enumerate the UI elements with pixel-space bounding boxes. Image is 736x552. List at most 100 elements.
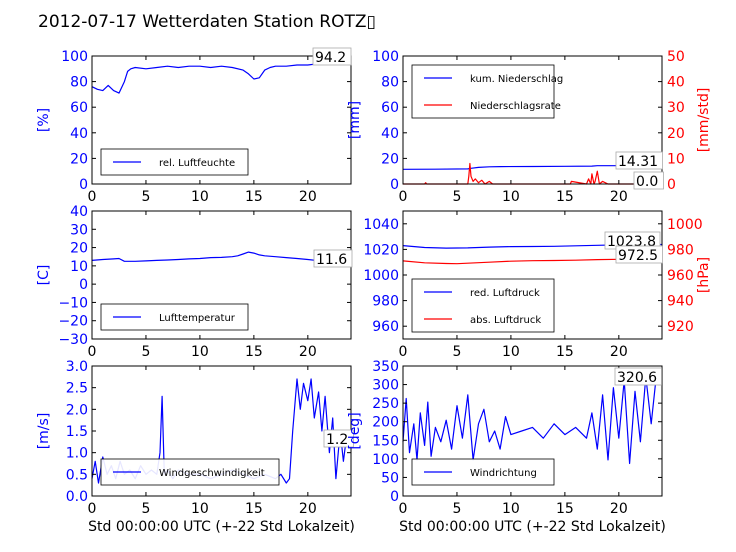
pressure-ytick-label: 960 (372, 319, 399, 335)
temperature-ytick-label: 40 (70, 204, 88, 220)
temperature-series-line-0 (91, 251, 352, 264)
precipitation-value-annotation: 14.31 (618, 154, 658, 170)
wind-direction-plot-frame (402, 365, 663, 497)
temperature-value-annotation-box (313, 249, 353, 268)
precipitation-y2tick-label: 50 (667, 49, 685, 65)
precipitation-ytick-label: 20 (381, 151, 399, 167)
pressure-y2tick-label: 920 (667, 319, 694, 335)
wind-speed-ytick-label: 1.0 (66, 446, 88, 462)
precipitation-chart: 0 5 10 15 20 0 20 40 60 80 100 0 10 20 30 40 50 [mm/std] [… (347, 49, 712, 205)
pressure-ytick-label: 1000 (363, 268, 399, 284)
wind-speed-xtick-label: 10 (191, 501, 209, 517)
precipitation-legend-label: Niederschlagsrate (470, 101, 561, 112)
humidity-chart: 0 5 10 15 20 0 20 40 60 80 100 [%] rel. Luftfeuchte 9… (36, 47, 352, 205)
humidity-xtick-label: 20 (299, 189, 317, 205)
pressure-value-annotation: 972.5 (618, 248, 658, 264)
humidity-legend-label: rel. Luftfeuchte (159, 158, 235, 169)
precipitation-value-annotation-box (633, 171, 664, 190)
temperature-value-annotation: 11.6 (316, 252, 347, 268)
wind-direction-series-line-0 (402, 372, 663, 465)
precipitation-legend: kum. Niederschlag Niederschlagsrate (411, 64, 563, 119)
humidity-ytick-label: 40 (70, 126, 88, 142)
pressure-legend-box (411, 278, 555, 333)
wind-speed-xtick-label: 20 (299, 501, 317, 517)
temperature-ytick-label: 10 (70, 259, 88, 275)
wind-speed-xtick-label: 15 (245, 501, 263, 517)
humidity-ytick-label: 20 (70, 151, 88, 167)
pressure-xtick-label: 20 (610, 344, 628, 360)
humidity-value-annotation-box (312, 47, 352, 66)
wind-speed-legend-label: Windgeschwindigkeit (159, 468, 265, 479)
pressure-xtick-label: 15 (556, 344, 574, 360)
pressure-ytick-label: 1040 (363, 217, 399, 233)
humidity-y-axis-label: [%] (36, 108, 52, 132)
humidity-plot-frame (91, 55, 352, 185)
temperature-ytick-label: 0 (79, 277, 88, 293)
pressure-legend-label: abs. Luftdruck (470, 315, 541, 326)
humidity-value-annotation: 94.2 (315, 50, 346, 66)
wind-direction-x-axis-label: Std 00:00:00 UTC (+-22 Std Lokalzeit) (399, 519, 666, 535)
temperature-y-axis-label: [C] (36, 265, 52, 286)
figure-title: 2012-07-17 Wetterdaten Station ROTZ▯ (38, 12, 376, 32)
wind-direction-ytick-label: 350 (372, 359, 399, 375)
precipitation-value-annotation-box (615, 151, 663, 170)
temperature-chart: 0 5 10 15 20 −30 −20 −10 0 10 20 30 40 [C] Lufttempera… (36, 204, 353, 360)
wind-direction-y-axis-label: [deg] (347, 412, 363, 449)
pressure-y2tick-label: 980 (667, 242, 694, 258)
temperature-xtick-label: 0 (88, 344, 97, 360)
temperature-xtick-label: 15 (245, 344, 263, 360)
wind-speed-xtick-label: 0 (88, 501, 97, 517)
pressure-y2-axis-label: [hPa] (696, 257, 712, 293)
wind-direction-ytick-label: 300 (372, 378, 399, 394)
temperature-plot-frame (91, 210, 352, 340)
pressure-chart: 0 5 10 15 20 960 980 1000 1020 1040 920 940 960 980 10… (363, 210, 712, 360)
wind-speed-ytick-label: 1.5 (66, 424, 88, 440)
precipitation-xtick-label: 5 (452, 189, 461, 205)
wind-speed-x-axis-label: Std 00:00:00 UTC (+-22 Std Lokalzeit) (88, 519, 355, 535)
wind-direction-ytick-label: 0 (390, 489, 399, 505)
pressure-ytick-label: 1020 (363, 242, 399, 258)
temperature-ytick-label: −10 (58, 295, 88, 311)
precipitation-plot-frame (402, 55, 663, 185)
wind-speed-ytick-label: 0.5 (66, 467, 88, 483)
precipitation-xtick-label: 10 (502, 189, 520, 205)
humidity-legend: rel. Luftfeuchte (100, 148, 249, 176)
wind-direction-xtick-label: 20 (610, 501, 628, 517)
pressure-y2tick-label: 1000 (667, 217, 703, 233)
humidity-xtick-label: 0 (88, 189, 97, 205)
wind-direction-ytick-label: 250 (372, 396, 399, 412)
precipitation-xtick-label: 20 (610, 189, 628, 205)
wind-direction-ytick-label: 50 (381, 470, 399, 486)
wind-speed-ytick-label: 3.0 (66, 359, 88, 375)
pressure-legend: red. Luftdruck abs. Luftdruck (411, 278, 555, 333)
wind-speed-legend: Windgeschwindigkeit (100, 458, 280, 486)
wind-speed-ytick-label: 2.5 (66, 381, 88, 397)
humidity-xtick-label: 15 (245, 189, 263, 205)
precipitation-y2tick-label: 40 (667, 75, 685, 91)
temperature-xtick-label: 20 (299, 344, 317, 360)
humidity-ytick-label: 0 (79, 177, 88, 193)
precipitation-ytick-label: 0 (390, 177, 399, 193)
precipitation-y2-axis-label: [mm/std] (696, 88, 712, 153)
wind-speed-chart: 0 5 10 15 20 0.0 0.5 1.0 1.5 2.0 2.5 3.0 [m/s] Std 00… (36, 359, 355, 535)
pressure-value-annotation-box (615, 245, 663, 264)
wind-speed-y-axis-label: [m/s] (36, 413, 52, 450)
wind-speed-value-annotation: 1.2 (326, 432, 348, 448)
precipitation-ytick-label: 80 (381, 75, 399, 91)
temperature-xtick-label: 5 (141, 344, 150, 360)
wind-direction-value-annotation-box (614, 367, 662, 386)
humidity-ytick-label: 60 (70, 100, 88, 116)
wind-speed-value-annotation-box (323, 429, 354, 448)
precipitation-xtick-label: 15 (556, 189, 574, 205)
temperature-ytick-label: −30 (58, 332, 88, 348)
precipitation-xtick-label: 0 (399, 189, 408, 205)
wind-direction-ytick-label: 200 (372, 415, 399, 431)
pressure-legend-label: red. Luftdruck (470, 288, 540, 299)
wind-direction-xtick-label: 5 (452, 501, 461, 517)
pressure-xtick-label: 10 (502, 344, 520, 360)
pressure-ytick-label: 980 (372, 294, 399, 310)
precipitation-y2tick-label: 10 (667, 151, 685, 167)
precipitation-value-annotation: 0.0 (636, 174, 658, 190)
